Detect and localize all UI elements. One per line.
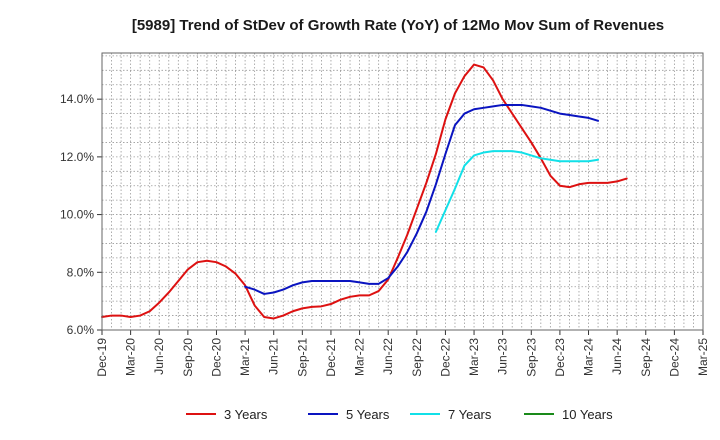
- x-tick-label: Mar-24: [582, 338, 596, 376]
- legend-item-5-years: 5 Years: [308, 407, 390, 422]
- y-tick-label: 10.0%: [60, 208, 94, 222]
- series-lines: [101, 63, 628, 320]
- x-tick-label: Dec-22: [438, 338, 452, 377]
- x-tick-label: Jun-20: [152, 338, 166, 375]
- x-tick-label: Dec-19: [95, 338, 109, 377]
- x-tick-label: Dec-20: [209, 338, 223, 377]
- legend-label: 3 Years: [224, 407, 268, 422]
- series-line-7-years: [434, 150, 600, 233]
- y-tick-label: 8.0%: [67, 265, 95, 279]
- x-tick-label: Dec-24: [667, 338, 681, 377]
- x-tick-label: Jun-21: [267, 338, 281, 375]
- x-tick-label: Jun-23: [496, 338, 510, 375]
- legend-item-3-years: 3 Years: [186, 407, 268, 422]
- legend-item-10-years: 10 Years: [524, 407, 613, 422]
- legend: 3 Years 5 Years 7 Years 10 Years: [186, 407, 613, 422]
- x-tick-label: Mar-23: [467, 338, 481, 376]
- x-tick-label: Mar-20: [124, 338, 138, 376]
- plot-border: [101, 52, 704, 331]
- x-tick-label: Sep-24: [639, 338, 653, 377]
- y-tick-label: 12.0%: [60, 150, 94, 164]
- legend-label: 7 Years: [448, 407, 492, 422]
- x-tick-label: Sep-20: [181, 338, 195, 377]
- x-tick-label: Jun-22: [381, 338, 395, 375]
- legend-label: 5 Years: [346, 407, 390, 422]
- plot-background: [102, 53, 703, 330]
- legend-item-7-years: 7 Years: [410, 407, 492, 422]
- y-tick-label: 6.0%: [67, 323, 95, 337]
- plot-area: [102, 53, 703, 330]
- x-tick-label: Mar-25: [696, 338, 710, 376]
- chart-title: [5989] Trend of StDev of Growth Rate (Yo…: [132, 17, 664, 34]
- x-tick-label: Sep-21: [295, 338, 309, 377]
- x-tick-label: Dec-23: [553, 338, 567, 377]
- x-tick-label: Sep-22: [410, 338, 424, 377]
- y-tick-label: 14.0%: [60, 92, 94, 106]
- x-tick-label: Mar-21: [238, 338, 252, 376]
- x-axis: Dec-19 Mar-20 Jun-20 Sep-20 Dec-20 Mar-21 Jun-…: [95, 330, 710, 377]
- series-line-5-years: [244, 103, 600, 295]
- x-tick-label: Sep-23: [524, 338, 538, 377]
- grid-lines: [101, 53, 704, 331]
- plot-frame: [101, 52, 704, 331]
- series-line-3-years: [101, 63, 628, 320]
- x-tick-label: Mar-22: [353, 338, 367, 376]
- legend-label: 10 Years: [562, 407, 613, 422]
- x-tick-label: Jun-24: [610, 338, 624, 375]
- y-axis: 6.0% 8.0% 10.0% 12.0% 14.0%: [60, 92, 102, 337]
- x-tick-label: Dec-21: [324, 338, 338, 377]
